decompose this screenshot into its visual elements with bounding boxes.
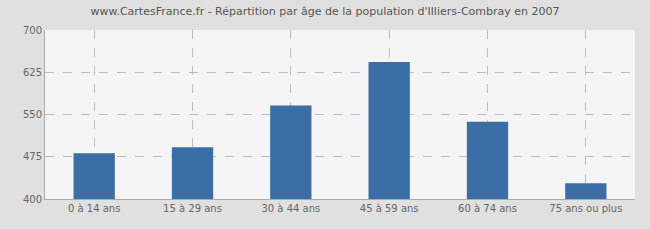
svg-text:700: 700 [23, 25, 42, 36]
svg-text:550: 550 [23, 109, 42, 120]
svg-text:75 ans ou plus: 75 ans ou plus [549, 203, 622, 214]
svg-text:0 à 14 ans: 0 à 14 ans [68, 203, 120, 214]
svg-text:15 à 29 ans: 15 à 29 ans [163, 203, 222, 214]
svg-text:www.CartesFrance.fr - Répartit: www.CartesFrance.fr - Répartition par âg… [90, 5, 559, 18]
svg-text:30 à 44 ans: 30 à 44 ans [261, 203, 320, 214]
svg-text:400: 400 [23, 194, 42, 205]
svg-text:60 à 74 ans: 60 à 74 ans [458, 203, 517, 214]
svg-text:45 à 59 ans: 45 à 59 ans [360, 203, 419, 214]
svg-text:625: 625 [23, 67, 42, 78]
svg-text:475: 475 [23, 151, 42, 162]
